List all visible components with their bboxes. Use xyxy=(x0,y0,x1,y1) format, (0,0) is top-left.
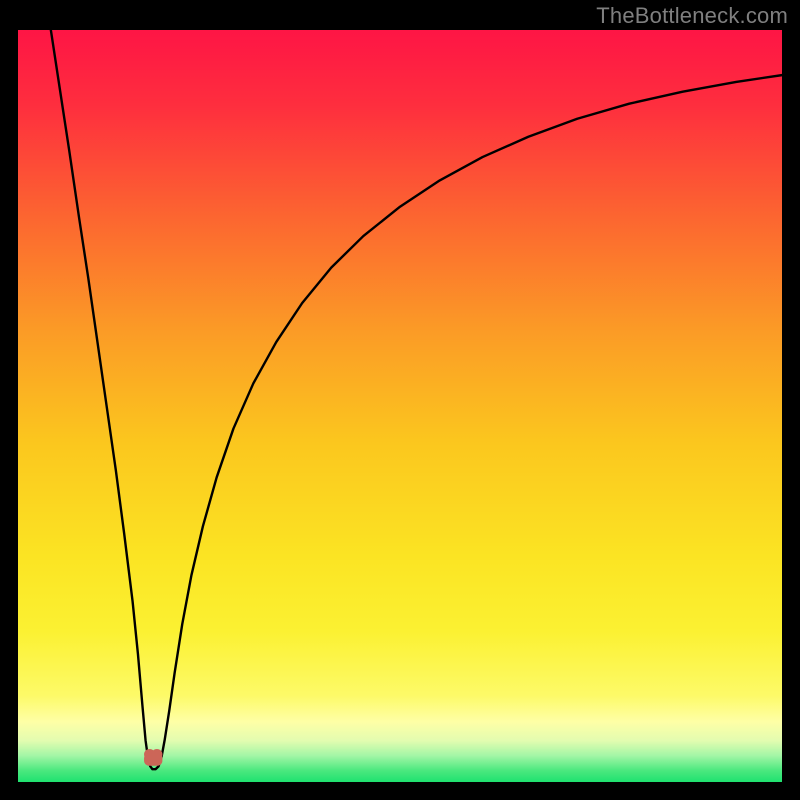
gradient-background xyxy=(18,30,782,782)
minimum-marker xyxy=(144,749,162,766)
plot-area xyxy=(18,30,782,782)
watermark-text: TheBottleneck.com xyxy=(596,3,788,29)
chart-svg xyxy=(18,30,782,782)
